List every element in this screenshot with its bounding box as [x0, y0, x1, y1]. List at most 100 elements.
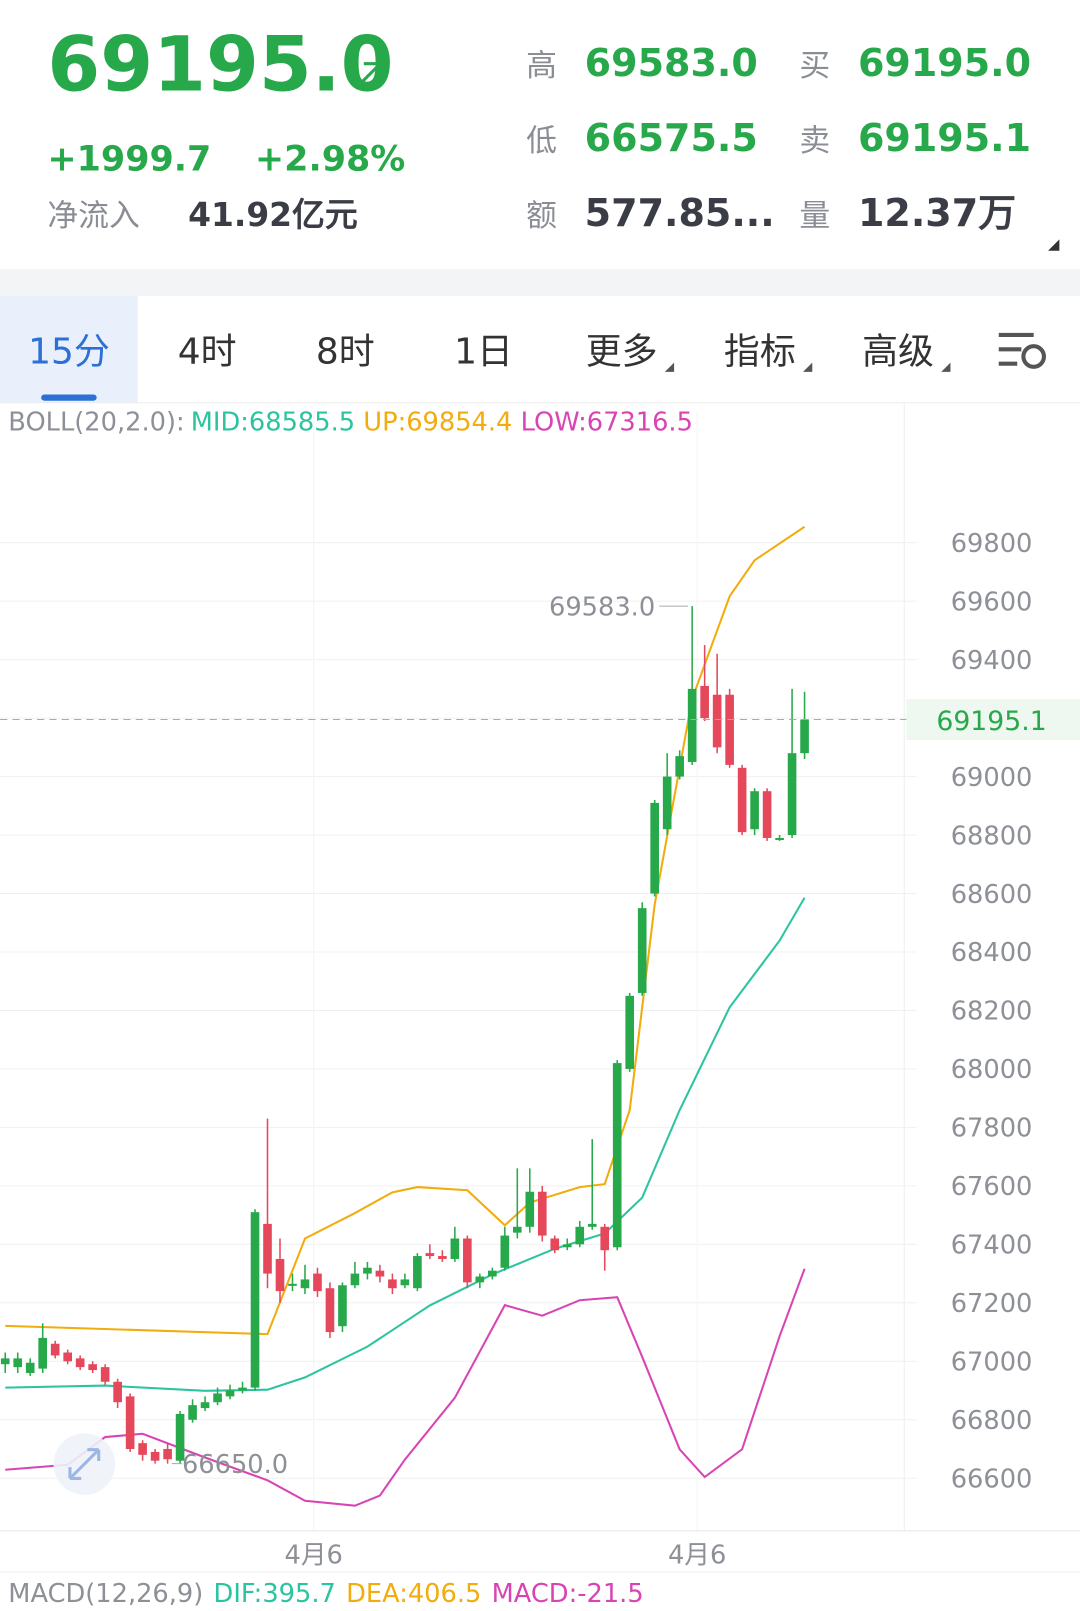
plot: 66600 66800 67000 67200 67400 67600 67800 68000… [0, 410, 1080, 1571]
candle-body [650, 802, 660, 894]
stat-value: 69583.0 [585, 41, 758, 85]
candle-body [238, 1387, 247, 1391]
candle-body [475, 1276, 485, 1283]
stat-label: 高 [526, 48, 557, 84]
candle-body [687, 688, 697, 762]
candle-body [213, 1393, 222, 1403]
stat-label: 卖 [799, 123, 830, 159]
candle-body [263, 1223, 272, 1274]
candle-body [388, 1279, 397, 1289]
candle-body [188, 1405, 197, 1420]
candle-body [600, 1226, 610, 1251]
last-price-bg [906, 698, 1080, 741]
tab[interactable]: 8时 [316, 332, 375, 373]
change-pct: +2.98% [255, 140, 405, 180]
tab-underline [41, 394, 97, 401]
candle-body [712, 694, 722, 748]
candle-body [587, 1223, 597, 1227]
y-tick-label: 67400 [951, 1231, 1033, 1261]
x-tick-label: 4月6 [285, 1541, 343, 1571]
candle-body [150, 1451, 160, 1461]
candle-body [0, 1358, 10, 1365]
tab[interactable]: 4时 [178, 332, 237, 373]
fullscreen-button[interactable] [53, 1433, 116, 1495]
candle-body [13, 1358, 23, 1368]
candle-body [75, 1358, 85, 1368]
price: 69195.0 [47, 19, 393, 108]
candle-body [488, 1270, 497, 1277]
candle-body [425, 1253, 435, 1257]
y-tick-label: 69400 [951, 646, 1033, 676]
stat-value: 69195.1 [858, 116, 1031, 160]
y-tick-label: 67800 [951, 1114, 1033, 1144]
candle-body [313, 1273, 322, 1292]
tab[interactable]: 1日 [454, 332, 513, 373]
stat-label: 低 [526, 123, 557, 159]
stat-label: 量 [799, 198, 830, 234]
candle-body [300, 1279, 310, 1289]
candle-body [375, 1270, 385, 1277]
tabs: 15分 4时 8时 1日 更多 指标 高级 [28, 332, 951, 373]
candle-body [163, 1449, 172, 1460]
candle-body [725, 694, 734, 765]
candle-body [113, 1381, 122, 1403]
candle-body [637, 908, 647, 993]
candle-body [438, 1256, 447, 1259]
macd-legend: MACD(12,26,9) DIF:395.7 DEA:406.5 MACD:-21.… [8, 1579, 643, 1609]
y-tick-label: 67000 [951, 1348, 1033, 1378]
y-tick-label: 68000 [951, 1055, 1033, 1085]
y-tick-label: 68200 [951, 997, 1033, 1027]
candle-body [775, 837, 784, 841]
tab[interactable]: 高级 [862, 332, 934, 373]
candle-body [225, 1390, 235, 1397]
stat-label: 买 [799, 48, 830, 84]
tab[interactable]: 指标 [724, 332, 796, 373]
boll-line [5, 1268, 806, 1507]
candle-body [800, 719, 809, 754]
candle-body [400, 1279, 410, 1286]
candle-body [450, 1238, 460, 1259]
stat-label: 额 [526, 198, 557, 234]
low-label: 66650.0 [182, 1450, 288, 1480]
candle-body [338, 1285, 347, 1327]
candle-body [537, 1191, 547, 1236]
settings-icon[interactable] [998, 332, 1047, 369]
candle-body [100, 1367, 110, 1382]
candle-body [50, 1343, 60, 1356]
stat-value: 12.37万 [858, 191, 1016, 235]
candle-body [288, 1283, 297, 1286]
net-inflow: 41.92亿元 [188, 195, 358, 234]
candle-body [463, 1238, 472, 1283]
tab[interactable]: 15分 [28, 332, 110, 373]
stat-value: 66575.5 [585, 116, 758, 160]
y-tick-label: 66800 [951, 1406, 1033, 1436]
separator [0, 269, 1080, 296]
candle-body [325, 1288, 335, 1333]
boll-legend: BOLL(20,2.0): MID:68585.5 UP:69854.4 LOW:67… [8, 407, 693, 437]
y-tick-label: 67200 [951, 1289, 1033, 1319]
up-arrow [354, 62, 382, 90]
candle-body [700, 685, 709, 719]
candle-body [575, 1226, 585, 1245]
y-tick-label: 69000 [951, 763, 1033, 793]
candle-body [275, 1258, 285, 1292]
candle-body [350, 1273, 360, 1286]
dropdown-triangle [941, 362, 951, 372]
high-label: 69583.0 [549, 592, 655, 622]
y-tick-label: 66600 [951, 1464, 1033, 1494]
tab[interactable]: 更多 [586, 332, 658, 373]
stat-value: 577.85... [585, 191, 775, 235]
y-tick-label: 69600 [951, 587, 1033, 617]
dropdown-triangle [803, 362, 813, 372]
y-tick-label: 67600 [951, 1172, 1033, 1202]
candle-body [63, 1352, 72, 1362]
net-inflow-label: 净流入 [47, 198, 139, 234]
stat-value: 69195.0 [858, 41, 1031, 85]
candle-body [750, 791, 759, 830]
candle-body [138, 1443, 147, 1455]
tab-selected-bg [0, 295, 138, 403]
candle-body [762, 791, 772, 838]
candle-body [88, 1364, 97, 1371]
